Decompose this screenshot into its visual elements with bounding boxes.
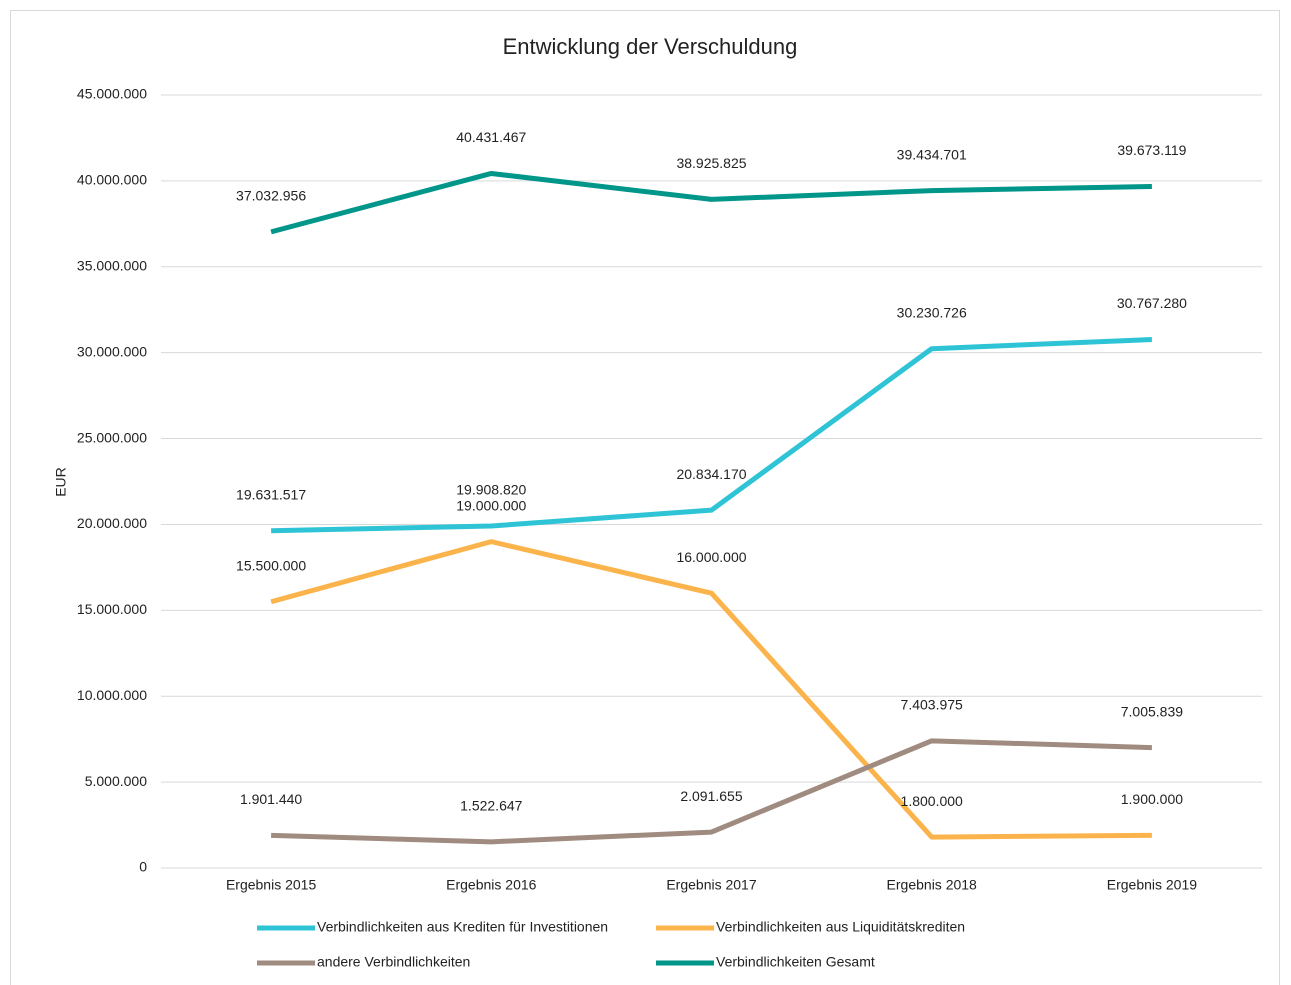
series-line <box>270 170 1152 235</box>
data-label: 19.908.820 <box>456 482 526 498</box>
chart-border <box>10 10 1280 985</box>
series-line <box>271 336 1153 534</box>
y-tick-label: 30.000.000 <box>77 343 147 359</box>
y-axis-label: EUR <box>53 467 69 497</box>
data-label: 1.900.000 <box>1121 791 1183 807</box>
data-label: 37.032.956 <box>236 188 306 204</box>
y-tick-label: 45.000.000 <box>77 86 147 102</box>
data-label: 39.434.701 <box>897 146 967 162</box>
legend-label: andere Verbindlichkeiten <box>317 954 470 970</box>
y-tick-label: 25.000.000 <box>77 429 147 445</box>
y-tick-label: 5.000.000 <box>85 773 147 789</box>
data-label: 2.091.655 <box>680 788 742 804</box>
x-tick-label: Ergebnis 2017 <box>666 877 757 893</box>
data-label: 1.522.647 <box>460 798 522 814</box>
data-label: 20.834.170 <box>676 466 746 482</box>
data-label: 30.230.726 <box>897 304 967 320</box>
data-label: 1.800.000 <box>901 793 963 809</box>
y-tick-label: 0 <box>139 859 147 875</box>
legend-label: Verbindlichkeiten aus Liquiditätskredite… <box>716 919 965 935</box>
series-line <box>271 738 1152 845</box>
data-label: 19.000.000 <box>456 497 526 513</box>
y-tick-label: 15.000.000 <box>77 601 147 617</box>
data-label: 7.005.839 <box>1121 703 1183 719</box>
data-label: 39.673.119 <box>1117 142 1186 158</box>
data-label: 30.767.280 <box>1117 295 1187 311</box>
data-label: 16.000.000 <box>676 549 746 565</box>
data-label: 40.431.467 <box>456 129 526 145</box>
chart-title: Entwicklung der Verschuldung <box>503 34 798 59</box>
y-tick-label: 20.000.000 <box>77 515 147 531</box>
x-tick-label: Ergebnis 2018 <box>887 877 978 893</box>
data-label: 1.901.440 <box>240 791 302 807</box>
x-tick-label: Ergebnis 2019 <box>1107 877 1198 893</box>
legend-label: Verbindlichkeiten Gesamt <box>716 954 875 970</box>
data-label: 38.925.825 <box>676 155 746 171</box>
data-label: 7.403.975 <box>901 697 963 713</box>
data-label: 15.500.000 <box>236 557 306 573</box>
series-line <box>270 539 1152 840</box>
y-tick-label: 10.000.000 <box>77 687 147 703</box>
x-tick-label: Ergebnis 2016 <box>446 877 537 893</box>
legend-label: Verbindlichkeiten aus Krediten für Inves… <box>317 919 608 935</box>
y-tick-label: 35.000.000 <box>77 257 147 273</box>
x-tick-label: Ergebnis 2015 <box>226 877 317 893</box>
data-label: 19.631.517 <box>236 486 306 502</box>
y-tick-label: 40.000.000 <box>77 172 147 188</box>
